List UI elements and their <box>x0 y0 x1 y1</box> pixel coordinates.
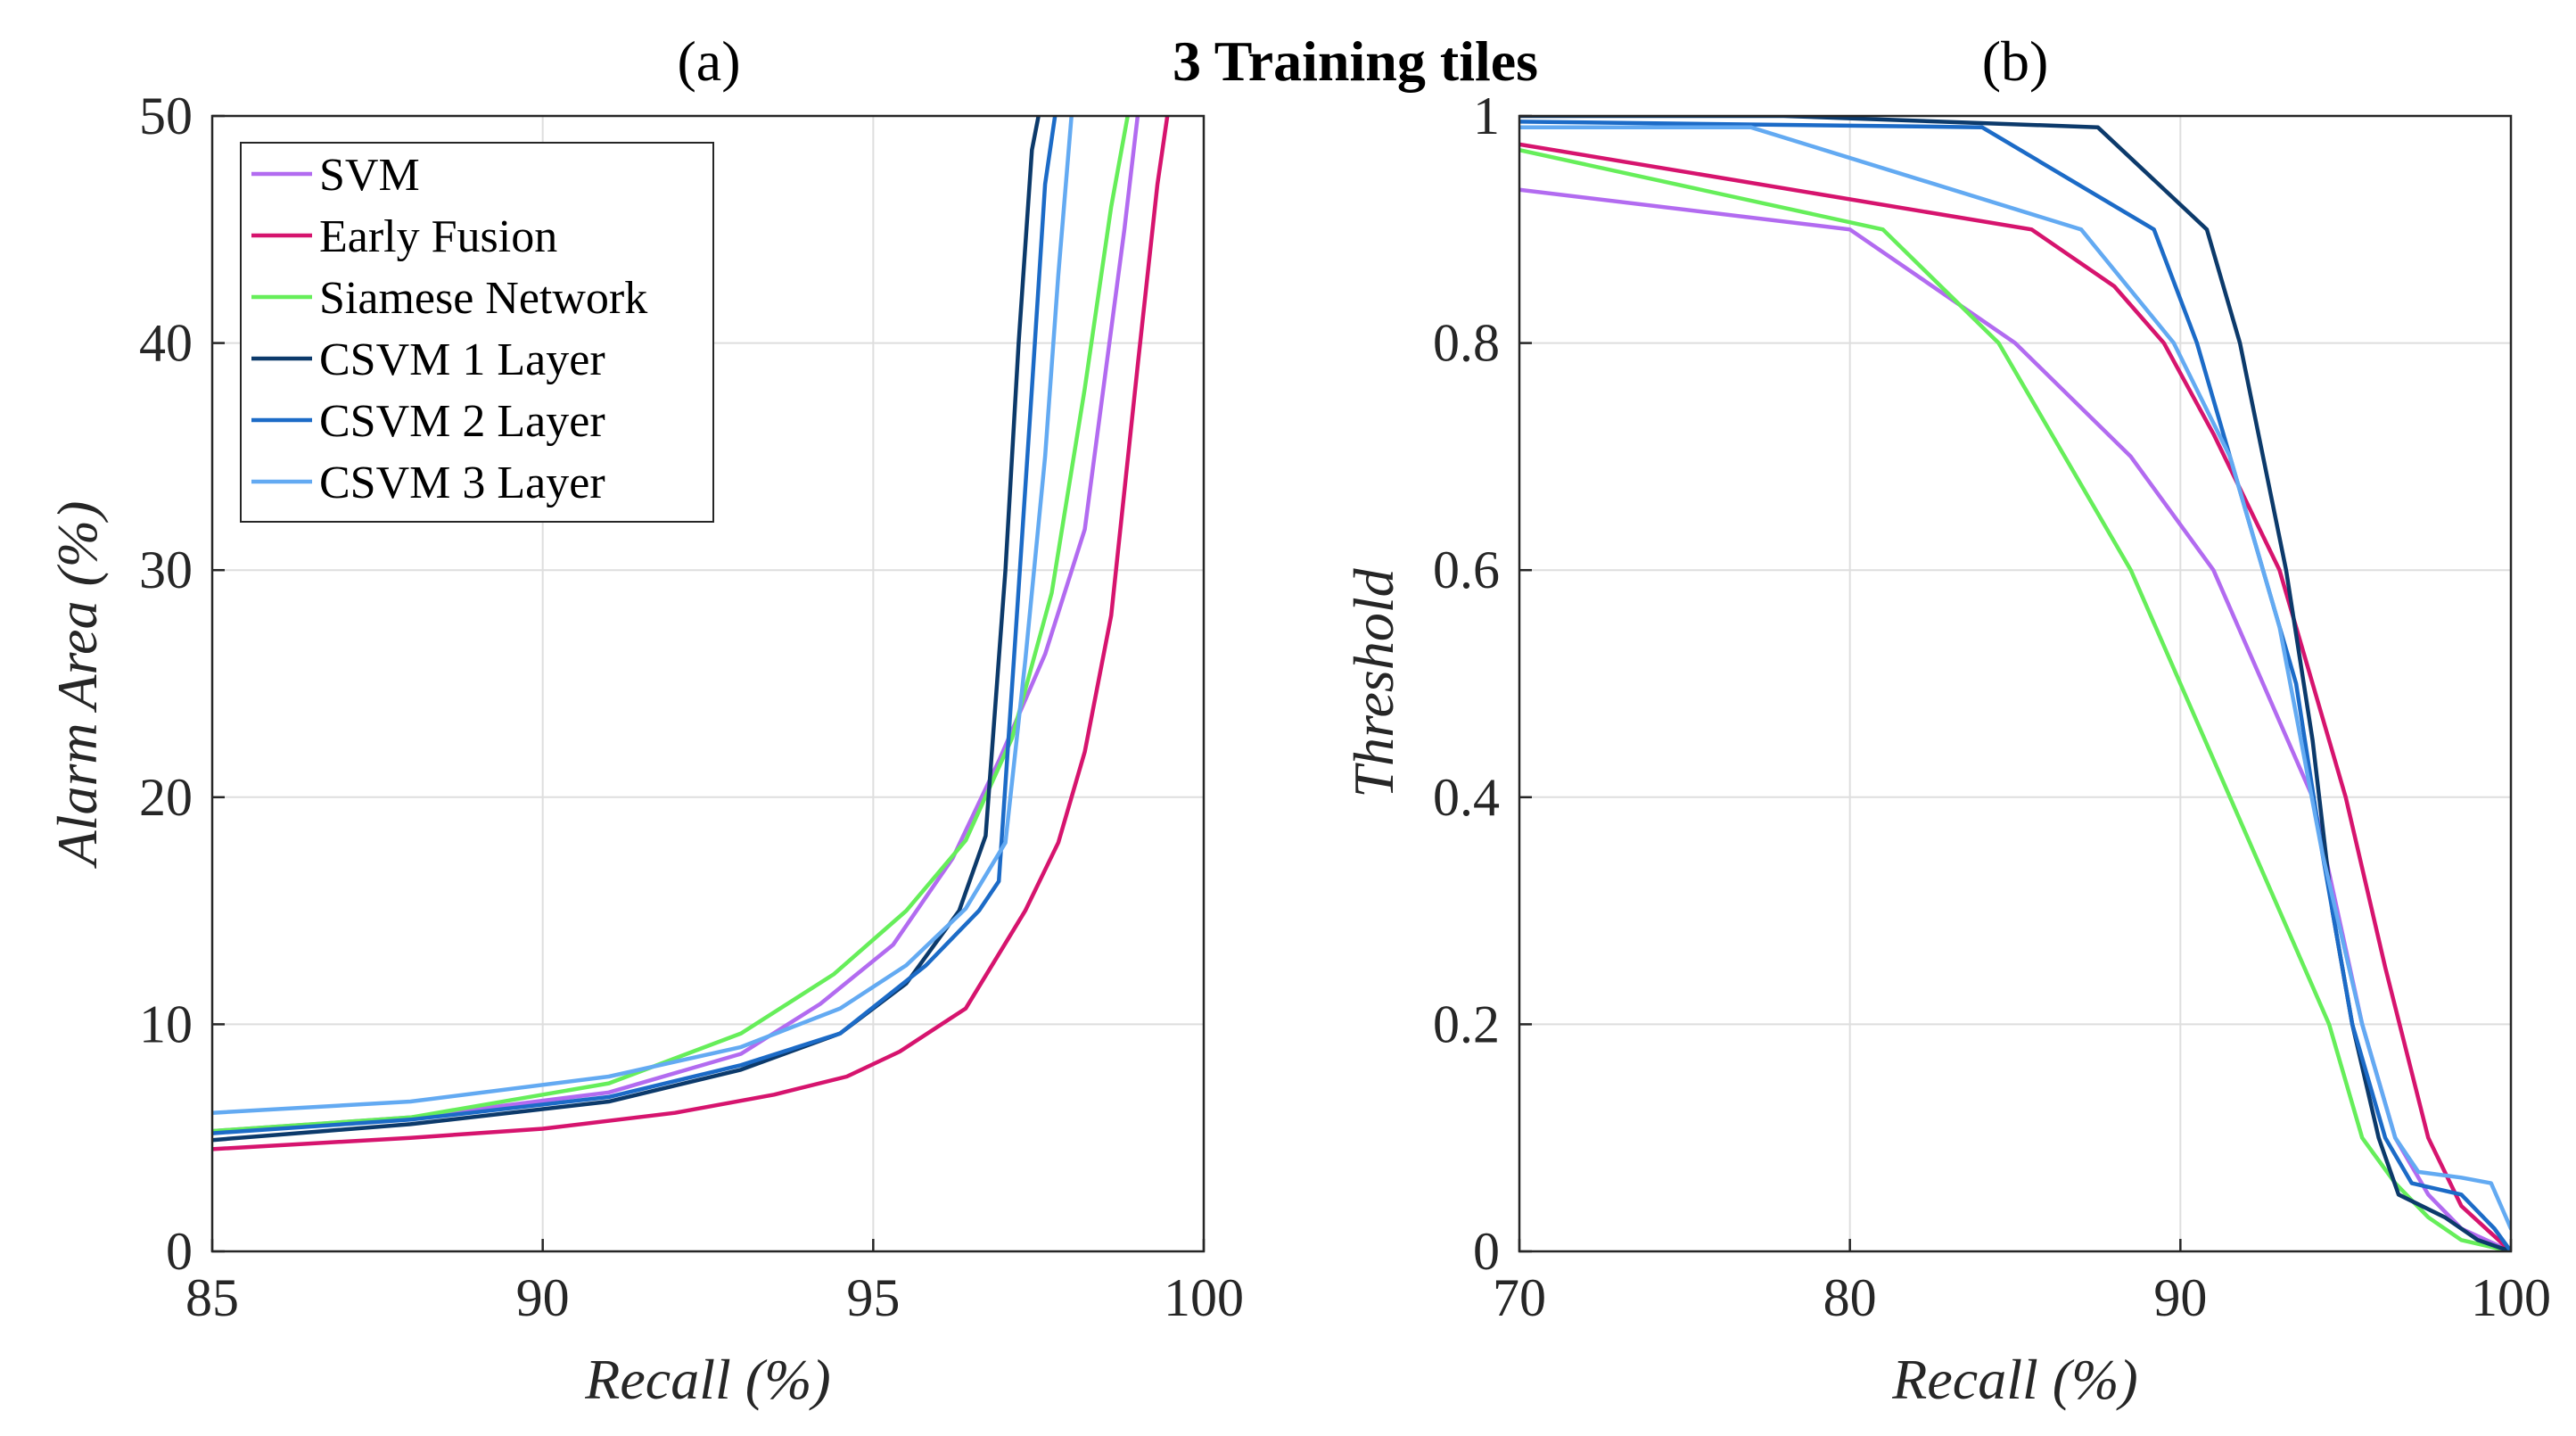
panel-b-series-csvm-2-layer <box>1519 120 2511 1251</box>
panel-b-xtick-label-0: 70 <box>1493 1268 1546 1327</box>
panel-b-ytick-label-2: 0.4 <box>1433 768 1500 827</box>
panel-b-series-csvm-1-layer <box>1519 116 2511 1251</box>
panel-a-ytick-label-0: 0 <box>166 1222 193 1281</box>
legend-label-csvm-2-layer: CSVM 2 Layer <box>319 396 605 447</box>
panel-a-ytick-label-3: 30 <box>139 541 193 599</box>
panel-a-xtick-label-0: 85 <box>185 1268 239 1327</box>
panel-b-xlabel: Recall (%) <box>1891 1348 2137 1411</box>
panel-b-series <box>1519 116 2511 1251</box>
panel-b-xtick-label-3: 100 <box>2471 1268 2551 1327</box>
panel-a-ytick-label-1: 10 <box>139 994 193 1053</box>
panel-b-ytick-label-4: 0.8 <box>1433 314 1500 373</box>
figure-suptitle: 3 Training tiles <box>1173 29 1538 93</box>
panel-a-series <box>212 116 1170 1151</box>
panel-a-xlabel: Recall (%) <box>584 1348 830 1411</box>
panel-a-xtick-label-2: 95 <box>846 1268 900 1327</box>
panel-b-series-siamese-network <box>1519 147 2511 1251</box>
panel-b-ytick-label-1: 0.2 <box>1433 994 1500 1053</box>
legend: SVM Early Fusion Siamese Network CSVM 1 Lay… <box>240 142 714 523</box>
panel-b-series-early-fusion <box>1519 142 2511 1251</box>
chart-panel-a: (a) 85 90 95 100 0 10 20 30 40 50 Recall (%) Alar… <box>45 29 1244 1411</box>
panel-a-title: (a) <box>677 29 740 93</box>
panel-b-axes-frame <box>1518 114 2513 1253</box>
panel-a-ticks: 85 90 95 100 0 10 20 30 40 50 <box>139 87 1244 1327</box>
panel-a-xtick-label-3: 100 <box>1164 1268 1244 1327</box>
legend-label-early-fusion: Early Fusion <box>319 211 557 262</box>
panel-b-gridlines <box>1518 115 2512 1252</box>
panel-a-xtick-label-1: 90 <box>516 1268 570 1327</box>
panel-b-ytick-label-5: 1 <box>1473 87 1500 145</box>
legend-label-csvm-1-layer: CSVM 1 Layer <box>319 334 605 385</box>
panel-a-series-csvm-1-layer <box>212 116 1041 1143</box>
panel-b-xtick-label-1: 80 <box>1823 1268 1877 1327</box>
panel-a-series-csvm-2-layer <box>212 116 1058 1135</box>
panel-a-series-siamese-network <box>212 116 1130 1134</box>
panel-b-ticks: 70 80 90 100 0 0.2 0.4 0.6 0.8 1 <box>1433 87 2551 1327</box>
chart-panel-b: (b) 70 80 90 100 0 0.2 0.4 0.6 0.8 1 Recall (%) T… <box>1342 29 2551 1411</box>
panel-a-series-svm <box>212 116 1140 1134</box>
panel-b-series-csvm-3-layer <box>1519 125 2511 1231</box>
panel-b-title: (b) <box>1982 29 2049 93</box>
panel-a-series-csvm-3-layer <box>212 116 1074 1115</box>
legend-label-siamese-network: Siamese Network <box>319 273 647 324</box>
legend-box <box>240 142 714 523</box>
panel-a-ytick-label-4: 40 <box>139 314 193 373</box>
panel-b-ytick-label-3: 0.6 <box>1433 541 1500 599</box>
panel-a-series-early-fusion <box>212 116 1170 1151</box>
panel-a-ytick-label-2: 20 <box>139 768 193 827</box>
panel-b-ytick-label-0: 0 <box>1473 1222 1500 1281</box>
panel-a-ylabel: Alarm Area (%) <box>45 501 109 870</box>
panel-b-xtick-label-2: 90 <box>2153 1268 2207 1327</box>
panel-b-ylabel: Threshold <box>1342 567 1405 797</box>
legend-label-svm: SVM <box>319 150 420 201</box>
panel-b-series-svm <box>1519 187 2511 1251</box>
legend-label-csvm-3-layer: CSVM 3 Layer <box>319 458 605 508</box>
panel-a-ytick-label-5: 50 <box>139 87 193 145</box>
panel-a-axes-frame <box>210 114 1206 1253</box>
